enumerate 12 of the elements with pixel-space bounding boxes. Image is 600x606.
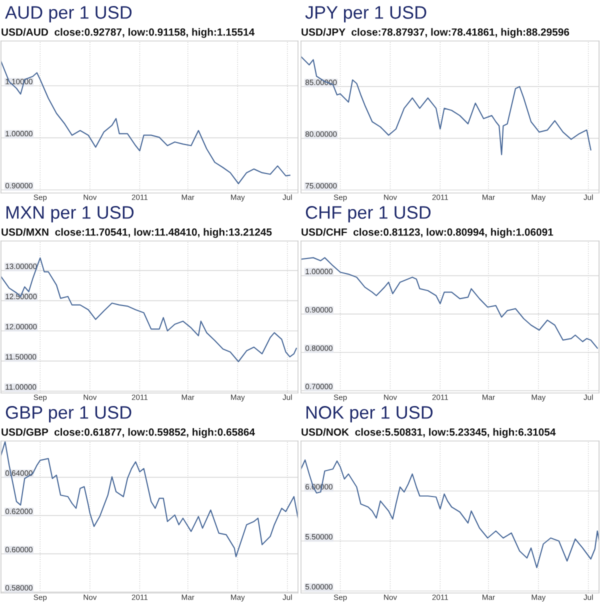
chart-title: JPY per 1 USD [305,6,426,22]
chart-subtitle: USD/NOK close:5.50831, low:5.23345, high:6.31054 [302,428,556,438]
chart-title: NOK per 1 USD [306,406,433,422]
chart-title: GBP per 1 USD [6,406,132,422]
chart-subtitle: USD/JPY close:78.87937, low:78.41861, high:88.29596 [302,28,570,38]
chart-title: AUD per 1 USD [5,6,132,22]
chart-subtitle: USD/GBP close:0.61877, low:0.59852, high:0.65864 [2,428,255,438]
chart-title: MXN per 1 USD [6,206,134,222]
chart-subtitle: USD/AUD close:0.92787, low:0.91158, high:1.15514 [2,28,255,38]
chart-title: CHF per 1 USD [306,206,431,222]
chart-subtitle: USD/MXN close:11.70541, low:11.48410, high:13.21245 [2,228,272,238]
chart-subtitle: USD/CHF close:0.81123, low:0.80994, high:1.06091 [302,228,554,238]
